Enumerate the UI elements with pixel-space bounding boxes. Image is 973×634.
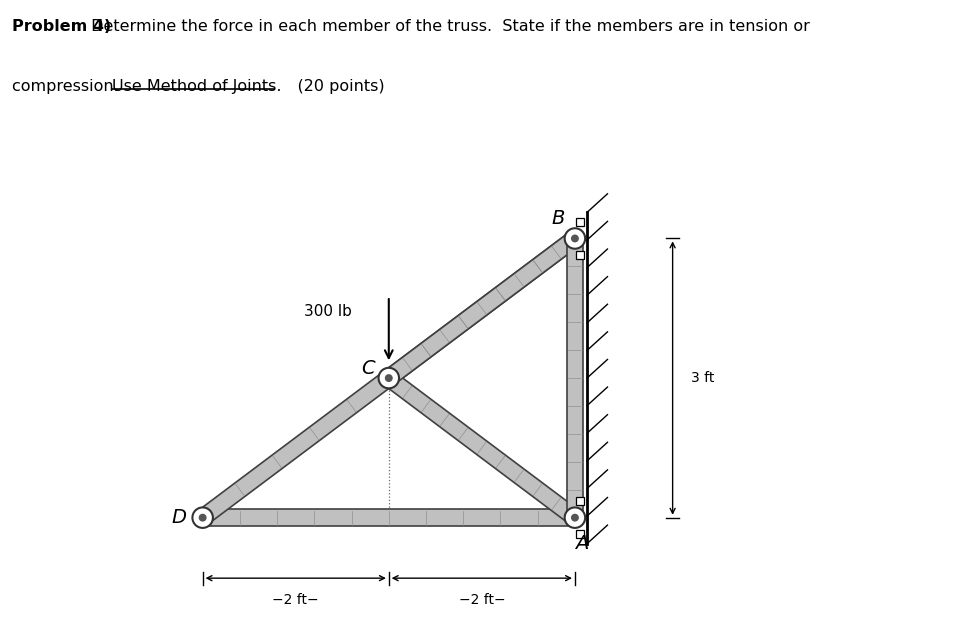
Text: −2 ft−: −2 ft− [458,593,505,607]
Text: Problem 4): Problem 4) [12,19,111,34]
Text: −2 ft−: −2 ft− [272,593,319,607]
Bar [576,251,584,259]
Polygon shape [202,509,575,526]
Text: D: D [172,508,187,527]
Text: Determine the force in each member of the truss.  State if the members are in te: Determine the force in each member of th… [86,19,810,34]
Text: 3 ft: 3 ft [691,371,714,385]
Polygon shape [566,238,583,518]
Circle shape [193,507,213,528]
Bar [576,217,584,226]
Text: B: B [552,209,565,228]
Circle shape [564,228,585,249]
Bar [576,497,584,505]
Text: (20 points): (20 points) [277,79,385,94]
Text: A: A [575,534,588,553]
Polygon shape [198,232,580,524]
Bar [576,531,584,538]
Circle shape [378,368,399,388]
Circle shape [385,375,392,381]
Bar [576,235,584,242]
Text: Use Method of Joints.: Use Method of Joints. [112,79,281,94]
Text: C: C [362,359,376,378]
Bar [576,514,584,522]
Polygon shape [383,372,580,524]
Circle shape [572,235,578,242]
Text: compression.: compression. [12,79,128,94]
Circle shape [572,514,578,521]
Circle shape [564,507,585,528]
Text: 300 lb: 300 lb [305,304,352,318]
Circle shape [199,514,206,521]
Polygon shape [383,232,580,385]
